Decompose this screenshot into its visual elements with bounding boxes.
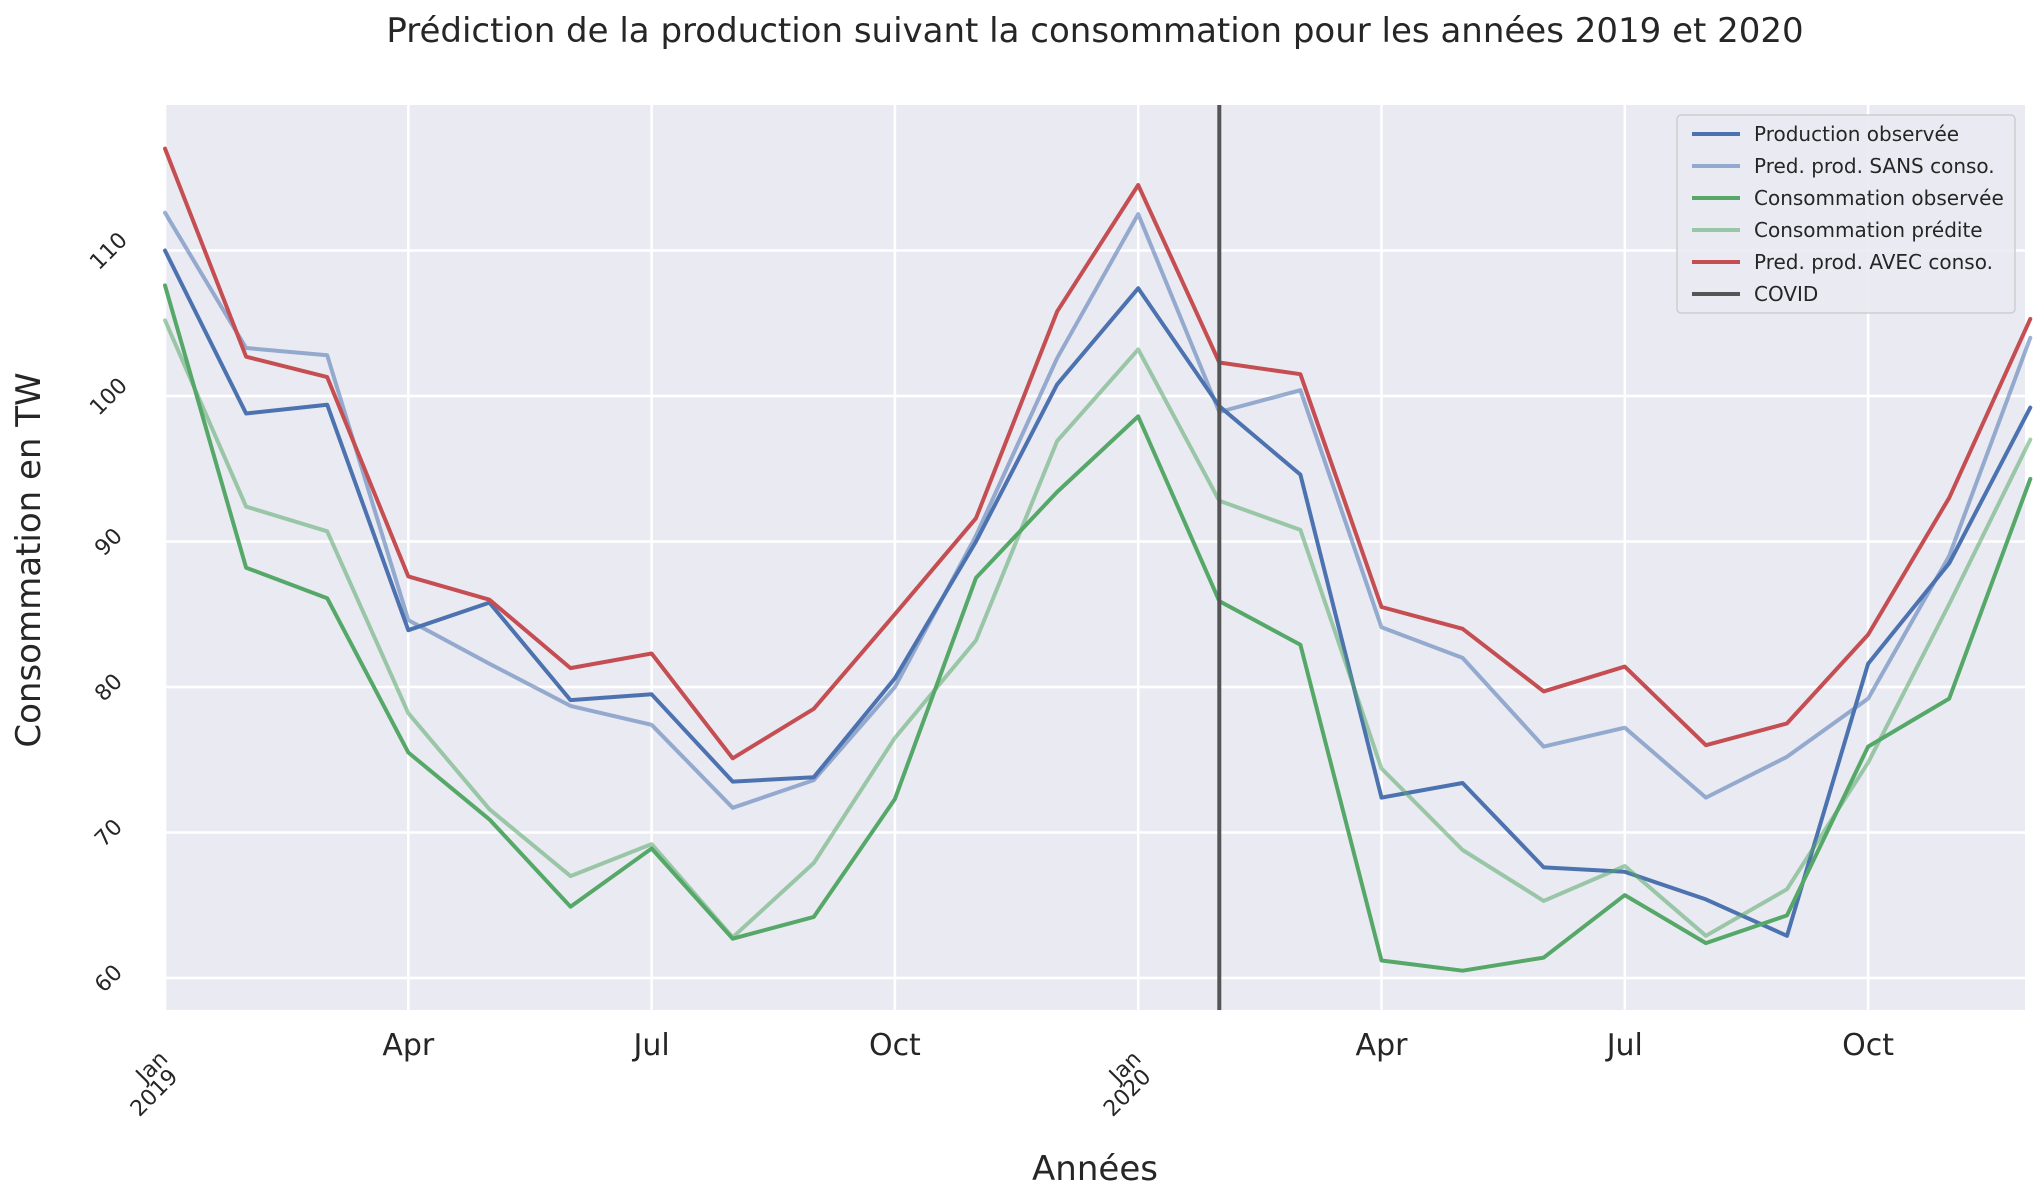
chart-title: Prédiction de la production suivant la c… [386,11,1803,51]
y-tick-label: 80 [90,669,127,706]
series-lines [163,146,2033,973]
y-tick-label: 100 [85,373,132,420]
series-line-1 [163,248,2033,938]
legend-label: Consommation observée [1754,186,2004,210]
y-tick-labels: 60 70 80 90 100 110 [85,228,132,998]
y-tick-label: 110 [85,228,132,275]
legend-label: Pred. prod. SANS conso. [1754,154,1995,178]
x-gridlines [163,105,1870,1010]
legend-label: Production observée [1754,122,1959,146]
x-tick-label: Jul [631,1028,669,1063]
x-tick-label: Apr [1356,1028,1409,1063]
y-tick-label: 90 [90,524,127,561]
legend: Production observée Pred. prod. SANS cons… [1676,114,2016,314]
x-axis-label: Années [1032,1149,1158,1189]
series-line-2 [163,210,2033,810]
series-line-3 [163,283,2033,973]
y-axis-label: Consommation en TW [9,372,49,747]
x-tick-label: Apr [382,1028,435,1063]
series-line-4 [163,318,2033,940]
x-tick-label: Oct [1842,1028,1894,1063]
legend-label: Consommation prédite [1754,218,1983,242]
legend-label: COVID [1754,282,1818,306]
x-tick-label: Jul [1605,1028,1643,1063]
y-tick-label: 60 [90,960,127,997]
legend-box [1676,114,2016,314]
y-tick-label: 70 [90,815,127,852]
x-tick-label: Oct [869,1028,921,1063]
legend-label: Pred. prod. AVEC conso. [1754,250,1993,274]
series-line-5 [163,146,2033,761]
